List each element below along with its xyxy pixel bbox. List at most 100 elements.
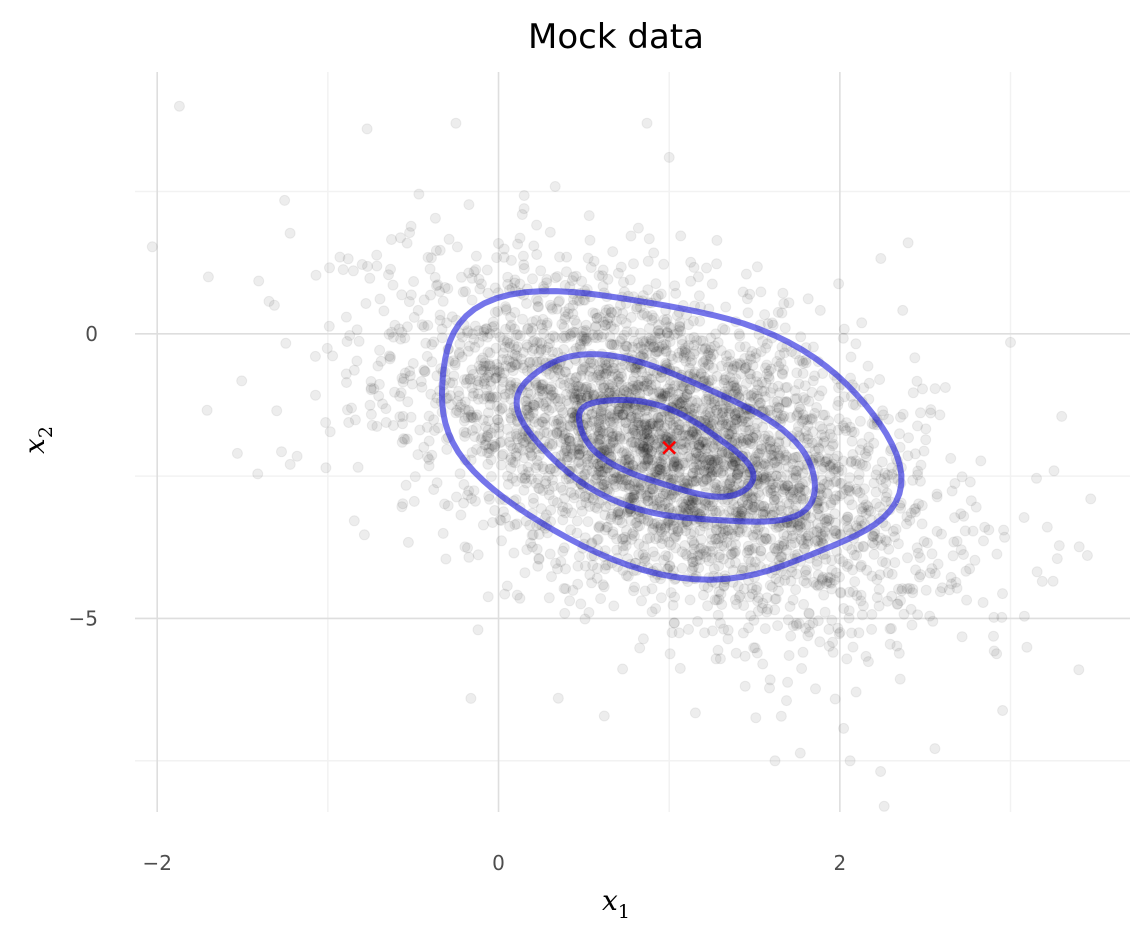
- scatter-point: [453, 406, 465, 418]
- scatter-point: [769, 456, 781, 468]
- scatter-point: [502, 334, 514, 346]
- scatter-point: [675, 380, 687, 392]
- scatter-point: [725, 540, 737, 552]
- scatter-point: [428, 414, 440, 426]
- scatter-point: [829, 693, 841, 705]
- scatter-point: [693, 290, 705, 302]
- scatter-point: [567, 308, 579, 320]
- scatter-point: [608, 339, 620, 351]
- scatter-point: [742, 389, 754, 401]
- scatter-point: [580, 497, 592, 509]
- scatter-point: [955, 544, 967, 556]
- scatter-point: [764, 674, 776, 686]
- scatter-point: [911, 375, 923, 387]
- scatter-point: [466, 294, 478, 306]
- scatter-point: [383, 328, 395, 340]
- scatter-point: [508, 547, 520, 559]
- scatter-point: [685, 499, 697, 511]
- scatter-point: [840, 417, 852, 429]
- scatter-point: [524, 410, 536, 422]
- scatter-point: [707, 625, 718, 637]
- scatter-point: [485, 380, 497, 392]
- scatter-point: [500, 512, 512, 524]
- scatter-point: [797, 467, 809, 479]
- scatter-point: [463, 551, 475, 563]
- scatter-point: [555, 450, 567, 462]
- scatter-point: [1018, 512, 1030, 523]
- scatter-point: [653, 434, 665, 446]
- scatter-point: [724, 372, 736, 383]
- scatter-point: [830, 463, 842, 475]
- scatter-point: [750, 348, 762, 359]
- scatter-point: [748, 642, 760, 654]
- scatter-point: [687, 404, 699, 415]
- scatter-point: [608, 436, 620, 448]
- scatter-point: [880, 495, 892, 507]
- scatter-point: [762, 318, 774, 330]
- scatter-point: [537, 389, 549, 401]
- scatter-point: [614, 433, 626, 445]
- scatter-point: [496, 383, 508, 395]
- scatter-point: [668, 532, 680, 544]
- scatter-point: [615, 368, 627, 379]
- scatter-point: [678, 352, 690, 364]
- scatter-point: [745, 610, 757, 622]
- scatter-point: [380, 403, 392, 415]
- scatter-point: [821, 512, 833, 524]
- scatter-point: [647, 417, 659, 429]
- scatter-point: [862, 501, 874, 513]
- scatter-point: [646, 518, 658, 529]
- scatter-point: [532, 459, 544, 471]
- scatter-point: [745, 368, 757, 380]
- scatter-point: [793, 482, 805, 494]
- scatter-point: [724, 349, 736, 360]
- scatter-point: [437, 527, 449, 539]
- scatter-point: [790, 471, 802, 483]
- scatter-point: [611, 426, 623, 438]
- scatter-point: [717, 469, 729, 481]
- scatter-point: [660, 465, 672, 477]
- scatter-point: [358, 529, 370, 541]
- scatter-point: [590, 469, 602, 481]
- scatter-point: [491, 400, 503, 412]
- scatter-point: [746, 504, 758, 516]
- scatter-point: [744, 435, 756, 447]
- scatter-point: [931, 525, 943, 537]
- scatter-point: [639, 551, 651, 563]
- scatter-point: [834, 571, 845, 583]
- scatter-point: [586, 577, 598, 589]
- scatter-point: [617, 663, 629, 675]
- scatter-point: [499, 341, 511, 353]
- scatter-point: [794, 747, 806, 759]
- scatter-point: [365, 382, 377, 394]
- scatter-point: [498, 334, 510, 346]
- scatter-point: [593, 418, 605, 430]
- scatter-point: [556, 505, 568, 517]
- scatter-point: [599, 509, 611, 521]
- scatter-point: [694, 525, 706, 536]
- scatter-point: [761, 452, 773, 464]
- scatter-point: [747, 432, 759, 444]
- y-tick-label: −5: [69, 606, 98, 630]
- scatter-point: [862, 360, 874, 372]
- scatter-point: [489, 306, 501, 318]
- scatter-point: [364, 399, 376, 411]
- scatter-point: [649, 348, 661, 360]
- scatter-point: [705, 353, 717, 365]
- scatter-point: [706, 540, 717, 552]
- scatter-point: [676, 345, 688, 357]
- scatter-point: [757, 658, 769, 670]
- scatter-point: [818, 501, 830, 513]
- scatter-point: [856, 459, 868, 471]
- scatter-point: [599, 466, 611, 478]
- scatter-point: [719, 324, 731, 336]
- scatter-point: [857, 600, 869, 612]
- scatter-point: [651, 499, 663, 511]
- scatter-point: [745, 556, 757, 568]
- scatter-point: [543, 592, 555, 604]
- scatter-point: [470, 411, 482, 423]
- scatter-point: [521, 298, 532, 309]
- scatter-point: [624, 274, 636, 286]
- scatter-point: [648, 341, 660, 353]
- scatter-point: [705, 332, 717, 344]
